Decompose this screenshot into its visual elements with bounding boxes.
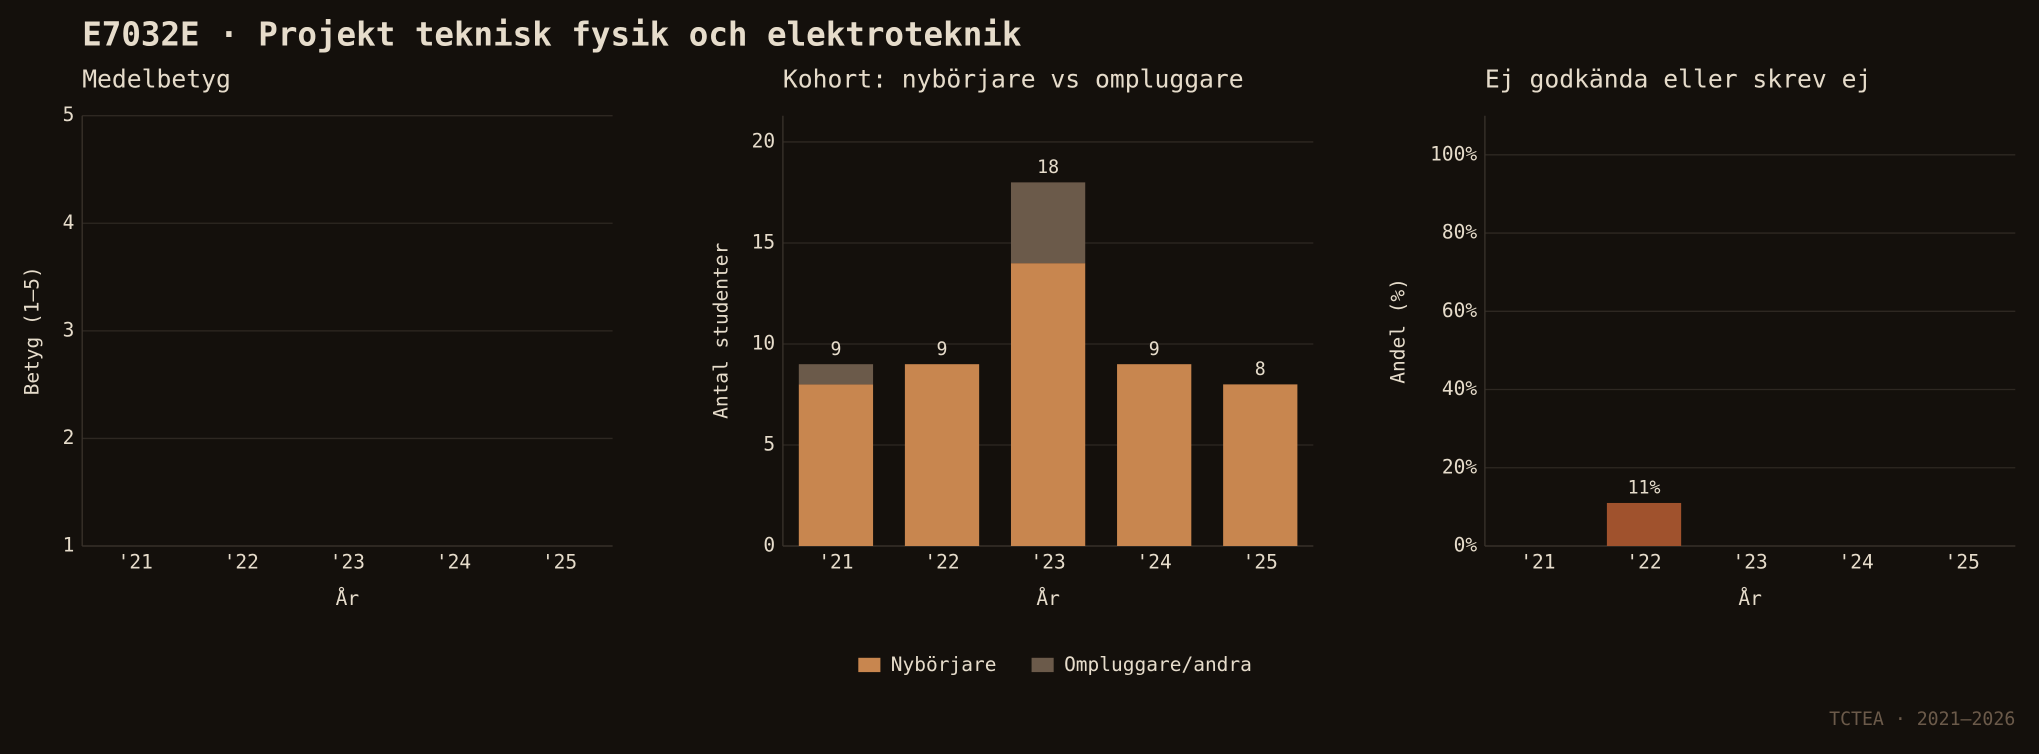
page-title: E7032E · Projekt teknisk fysik och elekt… — [82, 15, 1022, 53]
y-tick-label: 20% — [1442, 455, 1477, 478]
x-tick-label: '25 — [1945, 550, 1980, 573]
total-label: 18 — [1037, 157, 1059, 178]
y-tick-label: 10 — [752, 331, 775, 354]
chart-title: Ej godkända eller skrev ej — [1485, 65, 1871, 94]
value-label: 11% — [1628, 478, 1661, 499]
x-tick-label: '25 — [542, 550, 577, 573]
x-tick-label: '22 — [1626, 550, 1661, 573]
x-tick-label: '21 — [818, 550, 853, 573]
bar-segment — [798, 364, 874, 385]
legend-swatch — [858, 657, 881, 673]
total-label: 9 — [1149, 339, 1160, 360]
x-tick-label: '23 — [1732, 550, 1767, 573]
y-tick-label: 0 — [763, 534, 775, 557]
legend-swatch — [1031, 657, 1054, 673]
bar-segment — [1010, 182, 1086, 264]
bar — [1606, 502, 1682, 546]
y-tick-label: 15 — [752, 230, 775, 253]
bar-segment — [798, 384, 874, 546]
chart-title: Kohort: nybörjare vs ompluggare — [783, 65, 1244, 94]
y-tick-label: 40% — [1442, 377, 1477, 400]
y-tick-label: 0% — [1454, 534, 1478, 557]
legend-label: Nybörjare — [891, 653, 997, 676]
x-tick-label: '22 — [924, 550, 959, 573]
bar-segment — [1117, 364, 1192, 546]
x-tick-label: '24 — [1839, 550, 1874, 573]
x-tick-label: '23 — [1030, 550, 1065, 573]
x-axis-label: År — [336, 587, 359, 610]
x-tick-label: '21 — [118, 550, 153, 573]
bar-segment — [1010, 263, 1086, 546]
y-tick-label: 20 — [752, 129, 775, 152]
total-label: 9 — [937, 339, 948, 360]
chart-title: Medelbetyg — [82, 65, 231, 94]
x-axis-label: År — [1036, 587, 1059, 610]
bar-segment — [904, 364, 980, 546]
x-tick-label: '22 — [224, 550, 259, 573]
bar-segment — [1223, 384, 1298, 546]
footer: TCTEA · 2021–2026 — [1829, 709, 2015, 730]
legend-label: Ompluggare/andra — [1064, 653, 1252, 676]
total-label: 8 — [1255, 359, 1266, 380]
y-tick-label: 60% — [1442, 299, 1477, 322]
x-tick-label: '21 — [1520, 550, 1555, 573]
total-label: 9 — [830, 339, 841, 360]
y-axis-label: Andel (%) — [1387, 278, 1410, 384]
x-tick-label: '25 — [1243, 550, 1278, 573]
y-tick-label: 4 — [63, 211, 75, 234]
x-tick-label: '24 — [436, 550, 471, 573]
y-tick-label: 5 — [763, 432, 775, 455]
y-tick-label: 2 — [63, 426, 75, 449]
x-tick-label: '23 — [330, 550, 365, 573]
y-tick-label: 3 — [63, 318, 75, 341]
y-axis-label: Betyg (1–5) — [20, 266, 43, 395]
y-tick-label: 100% — [1430, 142, 1477, 165]
y-axis-label: Antal studenter — [709, 243, 732, 419]
y-tick-label: 80% — [1442, 221, 1477, 244]
x-tick-label: '24 — [1137, 550, 1172, 573]
x-axis-label: År — [1738, 587, 1761, 610]
y-tick-label: 1 — [63, 534, 75, 557]
y-tick-label: 5 — [63, 103, 75, 126]
